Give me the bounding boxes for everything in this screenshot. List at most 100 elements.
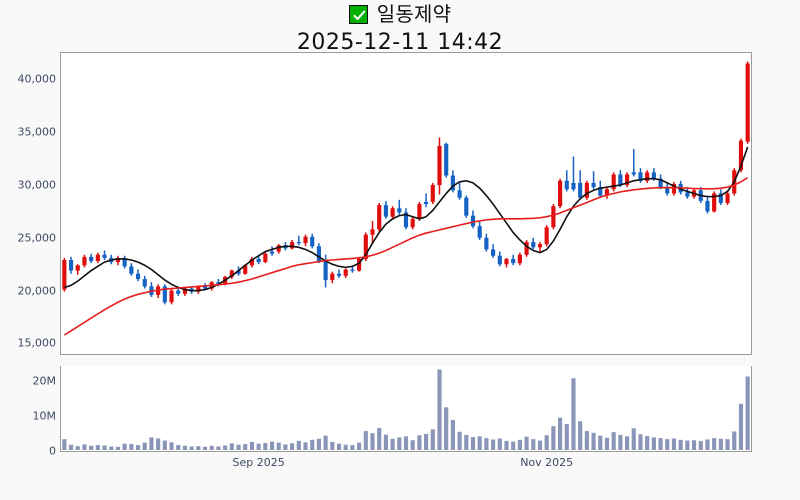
volume-bar — [336, 443, 342, 450]
volume-bar — [122, 443, 127, 450]
volume-bar — [571, 378, 576, 450]
volume-bar — [343, 444, 348, 450]
volume-bar — [584, 431, 589, 450]
volume-bar — [698, 440, 703, 450]
volume-bar — [363, 431, 368, 450]
candlestick — [524, 239, 529, 257]
candlestick — [712, 191, 717, 213]
candlestick — [290, 239, 295, 250]
volume-bar — [457, 431, 462, 450]
candlestick — [122, 255, 127, 269]
candlestick — [658, 174, 663, 190]
candlestick — [316, 243, 321, 264]
candlestick — [135, 269, 141, 282]
volume-bar — [216, 446, 221, 450]
volume-bar — [115, 446, 121, 450]
volume-bar — [470, 437, 476, 450]
volume-bar — [142, 442, 147, 450]
candlestick — [685, 187, 690, 199]
candlestick — [310, 233, 315, 249]
volume-bar — [511, 441, 516, 450]
volume-bar — [491, 439, 496, 450]
candlestick — [558, 178, 563, 209]
candlestick — [75, 264, 80, 275]
candlestick — [142, 275, 147, 289]
candlestick — [444, 142, 449, 178]
volume-bar — [745, 376, 750, 450]
volume-bar — [229, 443, 234, 450]
x-tick-label: Sep 2025 — [232, 456, 285, 469]
candlestick — [571, 156, 576, 192]
candlestick — [624, 172, 630, 188]
volume-bar — [712, 438, 717, 450]
candlestick — [95, 252, 100, 264]
volume-bar — [316, 438, 321, 450]
volume-bar — [290, 443, 295, 450]
candlestick — [276, 244, 281, 254]
green-check-icon — [348, 4, 368, 24]
candlestick — [156, 284, 161, 299]
volume-bar — [95, 445, 100, 450]
candlestick — [249, 256, 254, 268]
candlestick — [457, 182, 462, 200]
candlestick — [115, 255, 121, 266]
candlestick — [611, 172, 616, 192]
candlestick — [725, 191, 730, 206]
volume-bar — [383, 434, 388, 450]
candlestick — [269, 246, 275, 256]
volume-bar — [196, 446, 201, 450]
volume-bar — [303, 442, 308, 450]
candlestick — [430, 182, 435, 205]
volume-bar — [691, 440, 697, 450]
volume-bar — [243, 444, 248, 450]
candlestick — [450, 170, 455, 193]
volume-bar — [732, 431, 737, 450]
volume-bar — [236, 444, 241, 450]
volume-bar — [424, 433, 429, 450]
volume-bar — [531, 439, 536, 450]
chart-header: 일동제약 2025-12-11 14:42 — [0, 0, 800, 56]
candlestick — [377, 202, 382, 232]
candlestick — [68, 256, 74, 274]
volume-bar — [611, 432, 616, 450]
candlestick — [397, 199, 402, 215]
volume-bar — [377, 427, 382, 450]
candlestick — [357, 256, 362, 272]
volume-bar — [323, 435, 328, 450]
volume-bar — [330, 441, 335, 450]
candlestick — [665, 182, 670, 196]
candlestick — [129, 263, 134, 276]
volume-bar — [176, 445, 181, 450]
candlestick — [584, 180, 589, 200]
timestamp-label: 2025-12-11 14:42 — [296, 30, 504, 55]
candlestick — [390, 206, 395, 220]
price-tick-label: 15,000 — [17, 336, 57, 350]
volume-bar — [75, 446, 80, 450]
volume-bar — [156, 438, 161, 450]
candlestick — [671, 181, 677, 196]
volume-bar — [430, 429, 435, 450]
x-tick-label: Nov 2025 — [520, 456, 574, 469]
volume-bar — [551, 426, 556, 450]
candlestick — [578, 170, 583, 200]
volume-bar — [256, 443, 261, 450]
volume-bar — [464, 434, 469, 450]
volume-bar — [182, 445, 188, 450]
volume-tick-label: 20M — [32, 374, 57, 388]
candlestick — [403, 208, 409, 230]
price-tick-label: 40,000 — [17, 72, 57, 86]
volume-bar — [504, 440, 509, 450]
volume-bar — [671, 438, 677, 450]
candlestick — [102, 250, 107, 261]
candlestick — [336, 269, 342, 278]
volume-panel[interactable] — [60, 366, 752, 452]
candlestick — [645, 170, 650, 183]
volume-bar — [68, 444, 74, 450]
candlestick — [169, 288, 174, 305]
volume-bar — [544, 435, 549, 450]
price-tick-label: 30,000 — [17, 178, 57, 192]
volume-bar — [276, 442, 281, 450]
volume-bar — [678, 439, 683, 450]
candlestick — [491, 244, 496, 258]
price-panel[interactable] — [60, 52, 752, 355]
